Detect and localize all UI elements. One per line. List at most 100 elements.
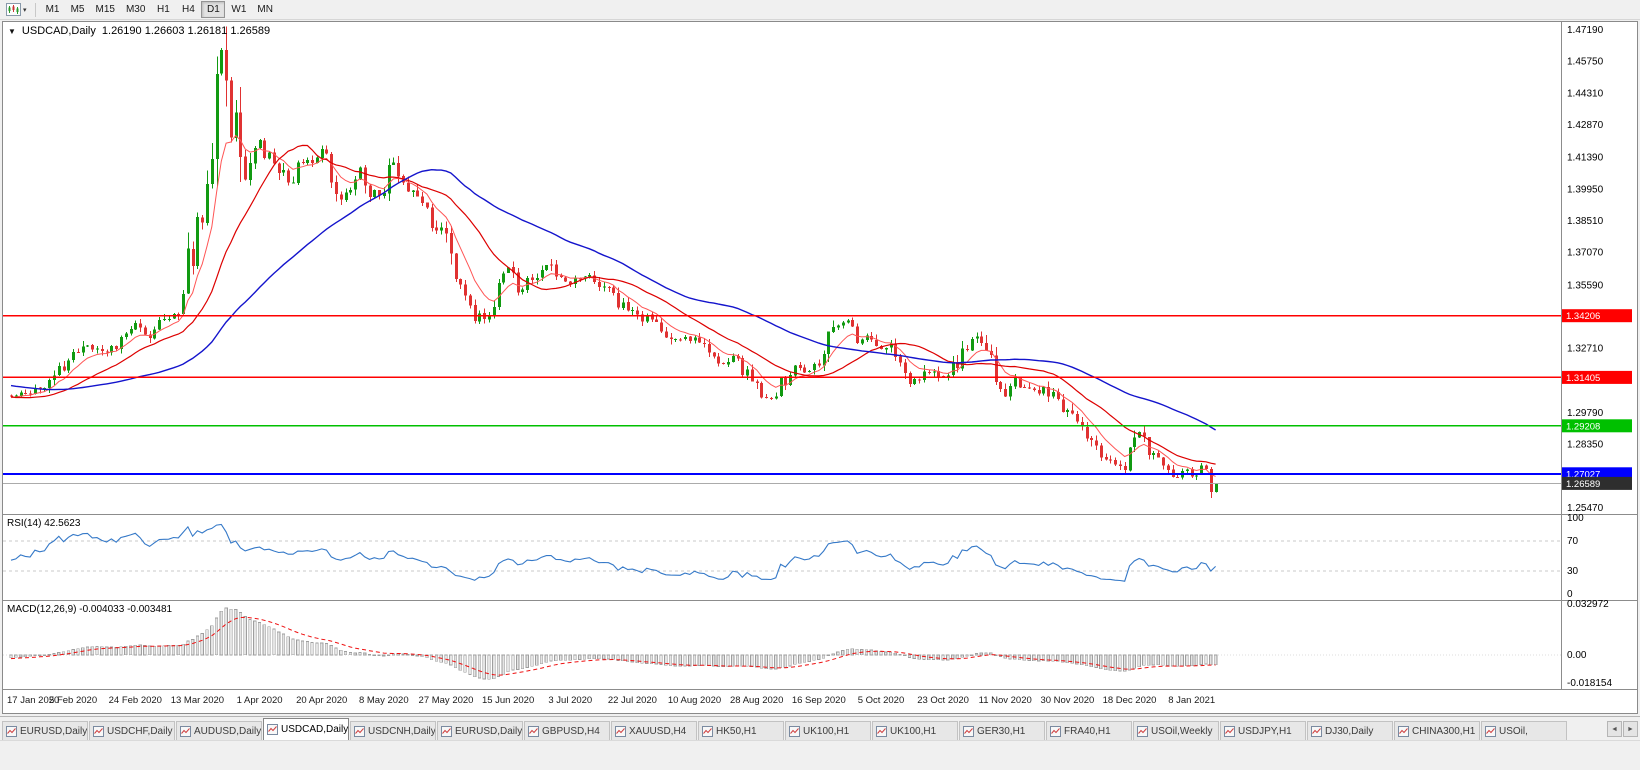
svg-text:18 Dec 2020: 18 Dec 2020 — [1103, 695, 1157, 706]
candlestick-chart-icon — [6, 3, 21, 16]
svg-text:1.25470: 1.25470 — [1567, 503, 1604, 514]
svg-text:1.38510: 1.38510 — [1567, 216, 1604, 227]
timeframe-button-w1[interactable]: W1 — [231, 4, 247, 15]
chart-symbol-timeframe: USDCAD,Daily — [21, 25, 96, 37]
chart-tab-fra40-h1[interactable]: FRA40,H1 — [1046, 721, 1132, 740]
chart-tab-icon — [354, 725, 365, 737]
chart-tab-eurusd-daily[interactable]: EURUSD,Daily — [2, 721, 88, 740]
chart-canvas[interactable]: 1.47190 1.45750 1.44310 1.42870 1.41390 1.399… — [3, 22, 1637, 713]
macd-name: MACD(12,26,9) — [7, 604, 77, 615]
chart-tab-label: UK100,H1 — [890, 725, 937, 737]
svg-text:23 Oct 2020: 23 Oct 2020 — [917, 695, 969, 706]
chart-tab-gbpusd-h4[interactable]: GBPUSD,H4 — [524, 721, 610, 740]
chart-tab-china300-h1[interactable]: CHINA300,H1 — [1394, 721, 1480, 740]
toolbar-separator — [34, 2, 36, 17]
chart-tab-uk100-h1[interactable]: UK100,H1 — [785, 721, 871, 740]
chart-window-button[interactable]: ▾ — [3, 2, 30, 17]
svg-text:13 Mar 2020: 13 Mar 2020 — [171, 695, 224, 706]
chart-tab-icon — [441, 725, 452, 737]
chart-tab-icon — [6, 725, 17, 737]
current-price-tag: 1.26589 — [1562, 476, 1632, 490]
chart-tab-label: GER30,H1 — [977, 725, 1026, 737]
tab-scroll-left-button[interactable]: ◄ — [1607, 721, 1622, 737]
chart-tab-icon — [789, 725, 800, 737]
dropdown-caret-icon: ▾ — [23, 6, 27, 14]
chart-tab-ger30-h1[interactable]: GER30,H1 — [959, 721, 1045, 740]
chart-tab-label: CHINA300,H1 — [1412, 725, 1476, 737]
chart-tab-label: USDCAD,Daily — [281, 724, 349, 735]
svg-text:16 Sep 2020: 16 Sep 2020 — [792, 695, 846, 706]
chart-tab-usdcnh-daily[interactable]: USDCNH,Daily — [350, 721, 436, 740]
timeframe-button-m30[interactable]: M30 — [125, 4, 146, 15]
rsi-value: 42.5623 — [44, 518, 81, 529]
horizontal-levels — [3, 314, 1561, 475]
chart-tab-label: EURUSD,Daily — [455, 725, 523, 737]
timeframe-button-m5[interactable]: M5 — [70, 4, 85, 15]
chart-window: 1.47190 1.45750 1.44310 1.42870 1.41390 1.399… — [2, 21, 1638, 714]
svg-text:0.032972: 0.032972 — [1567, 599, 1609, 610]
tab-scroll-right-button[interactable]: ► — [1623, 721, 1638, 737]
svg-text:22 Jul 2020: 22 Jul 2020 — [608, 695, 657, 706]
svg-text:8 Jan 2021: 8 Jan 2021 — [1168, 695, 1215, 706]
chart-tab-label: DJ30,Daily — [1325, 725, 1374, 737]
svg-text:10 Aug 2020: 10 Aug 2020 — [668, 695, 721, 706]
chart-tab-usoil-weekly[interactable]: USOil,Weekly — [1133, 721, 1219, 740]
timeframe-button-h1[interactable]: H1 — [157, 4, 170, 15]
chart-tab-usdcad-daily[interactable]: USDCAD,Daily — [263, 718, 349, 740]
candle-down-bodies — [10, 50, 1213, 493]
timeframe-button-m1[interactable]: M1 — [45, 4, 60, 15]
svg-text:1.35590: 1.35590 — [1567, 280, 1604, 291]
svg-text:1.27027: 1.27027 — [1566, 469, 1600, 480]
chart-tab-icon — [528, 725, 539, 737]
timeframe-button-d1[interactable]: D1 — [201, 1, 226, 18]
svg-text:1.29790: 1.29790 — [1567, 408, 1604, 419]
chart-tab-icon — [180, 725, 191, 737]
chart-tab-usdchf-daily[interactable]: USDCHF,Daily — [89, 721, 175, 740]
chart-title: ▼ USDCAD,Daily 1.26190 1.26603 1.26181 1… — [8, 25, 270, 37]
symbol-dropdown-icon[interactable]: ▼ — [8, 26, 16, 36]
svg-text:100: 100 — [1567, 513, 1584, 524]
chart-tab-eurusd-daily[interactable]: EURUSD,Daily — [437, 721, 523, 740]
svg-text:1.32710: 1.32710 — [1567, 344, 1604, 355]
svg-text:3 Jul 2020: 3 Jul 2020 — [548, 695, 592, 706]
status-bar — [0, 740, 1640, 770]
svg-text:1 Apr 2020: 1 Apr 2020 — [237, 695, 283, 706]
chart-tab-usoil[interactable]: USOil, — [1481, 721, 1567, 740]
chart-tab-label: USOil, — [1499, 725, 1528, 737]
svg-text:30: 30 — [1567, 566, 1579, 577]
chart-tab-xauusd-h4[interactable]: XAUUSD,H4 — [611, 721, 697, 740]
chart-tab-icon — [1311, 725, 1322, 737]
svg-text:24 Feb 2020: 24 Feb 2020 — [109, 695, 162, 706]
svg-text:-0.018154: -0.018154 — [1567, 678, 1612, 689]
chart-tab-label: HK50,H1 — [716, 725, 757, 737]
chart-tabs: EURUSD,Daily USDCHF,Daily AUDUSD,Daily USDC… — [0, 717, 1604, 740]
chart-tab-label: XAUUSD,H4 — [629, 725, 687, 737]
timeframe-button-mn[interactable]: MN — [257, 4, 273, 15]
timeframe-toolbar: ▾ M1 M5 M15 M30 H1 H4 D1 W1 MN — [0, 0, 1640, 20]
chart-tab-icon — [267, 724, 278, 735]
svg-text:8 May 2020: 8 May 2020 — [359, 695, 409, 706]
chart-tab-hk50-h1[interactable]: HK50,H1 — [698, 721, 784, 740]
timeframe-button-h4[interactable]: H4 — [182, 4, 195, 15]
chart-tab-icon — [1398, 725, 1409, 737]
svg-text:1.47190: 1.47190 — [1567, 25, 1604, 36]
svg-text:11 Nov 2020: 11 Nov 2020 — [979, 695, 1032, 706]
svg-text:5 Oct 2020: 5 Oct 2020 — [858, 695, 904, 706]
svg-text:15 Jun 2020: 15 Jun 2020 — [482, 695, 534, 706]
tab-scroll-buttons: ◄ ► — [1607, 721, 1638, 737]
chart-tab-usdjpy-h1[interactable]: USDJPY,H1 — [1220, 721, 1306, 740]
chart-tab-label: GBPUSD,H4 — [542, 725, 600, 737]
chart-ohlc-values: 1.26190 1.26603 1.26181 1.26589 — [101, 25, 271, 37]
svg-text:1.31405: 1.31405 — [1566, 373, 1600, 384]
chart-tab-audusd-daily[interactable]: AUDUSD,Daily — [176, 721, 262, 740]
ma-slow-blue-line — [10, 168, 1216, 431]
svg-text:70: 70 — [1567, 536, 1579, 547]
price-level-tag: 1.31405 — [1562, 370, 1632, 384]
chart-background — [3, 22, 1637, 713]
chart-tab-dj30-daily[interactable]: DJ30,Daily — [1307, 721, 1393, 740]
chart-tab-icon — [1050, 725, 1061, 737]
chart-tab-uk100-h1[interactable]: UK100,H1 — [872, 721, 958, 740]
timeframe-button-m15[interactable]: M15 — [95, 4, 115, 15]
